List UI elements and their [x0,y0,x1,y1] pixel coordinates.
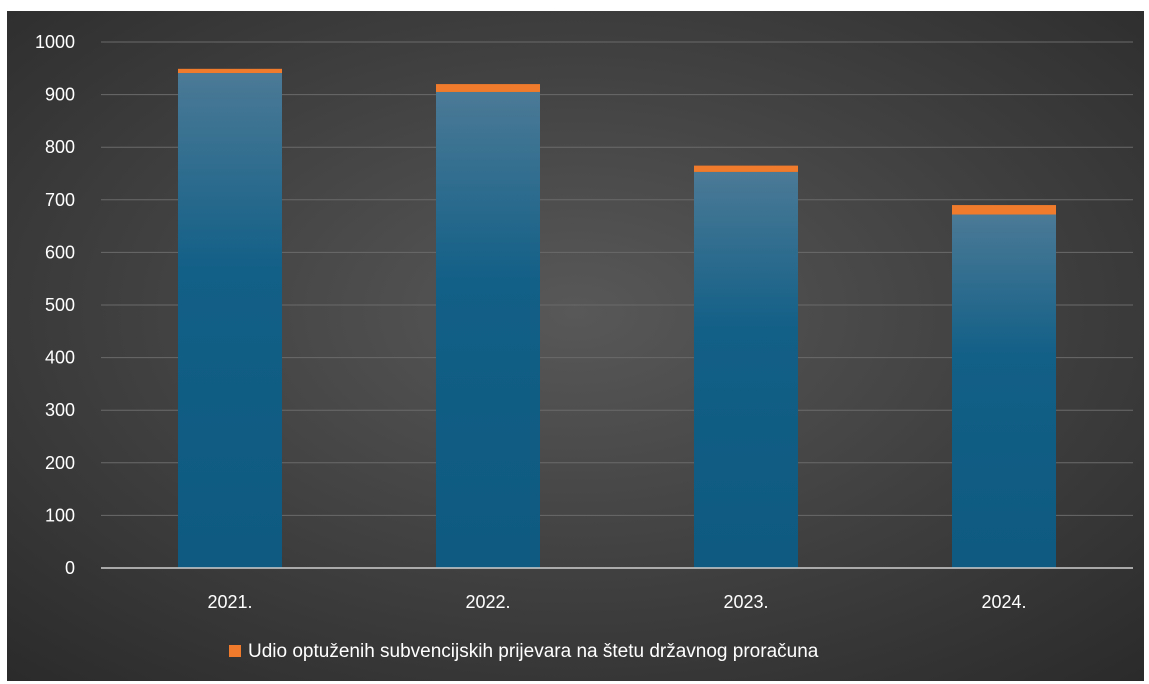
legend-label: Udio optuženih subvencijskih prijevara n… [248,641,819,662]
x-tick-label: 2023. [723,592,768,612]
y-tick-label: 400 [45,348,75,368]
y-axis-ticks: 0 100 200 300 400 500 600 700 800 900 1000 [35,32,75,578]
bar-base-segment [694,171,798,568]
bar-base-segment [178,73,282,568]
y-tick-label: 900 [45,85,75,105]
bars [178,68,1056,568]
x-axis-ticks: 2021. 2022. 2023. 2024. [207,592,1026,612]
legend-swatch [229,645,241,657]
bar-base-segment [952,214,1056,568]
bar-top-segment [694,165,798,172]
x-tick-label: 2021. [207,592,252,612]
legend: Udio optuženih subvencijskih prijevara n… [229,641,819,662]
y-tick-label: 100 [45,505,75,525]
y-tick-label: 600 [45,242,75,262]
y-tick-label: 200 [45,453,75,473]
bar-base-segment [436,91,540,568]
y-tick-label: 300 [45,400,75,420]
x-tick-label: 2024. [981,592,1026,612]
y-tick-label: 0 [65,558,75,578]
bar-top-segment [436,84,540,92]
y-tick-label: 500 [45,295,75,315]
chart-container: 0 100 200 300 400 500 600 700 800 900 1000 2021. 20… [7,11,1144,681]
y-tick-label: 700 [45,190,75,210]
y-tick-label: 1000 [35,32,75,52]
bar-top-segment [178,68,282,74]
x-tick-label: 2022. [465,592,510,612]
y-tick-label: 800 [45,137,75,157]
bar-top-segment [952,205,1056,215]
